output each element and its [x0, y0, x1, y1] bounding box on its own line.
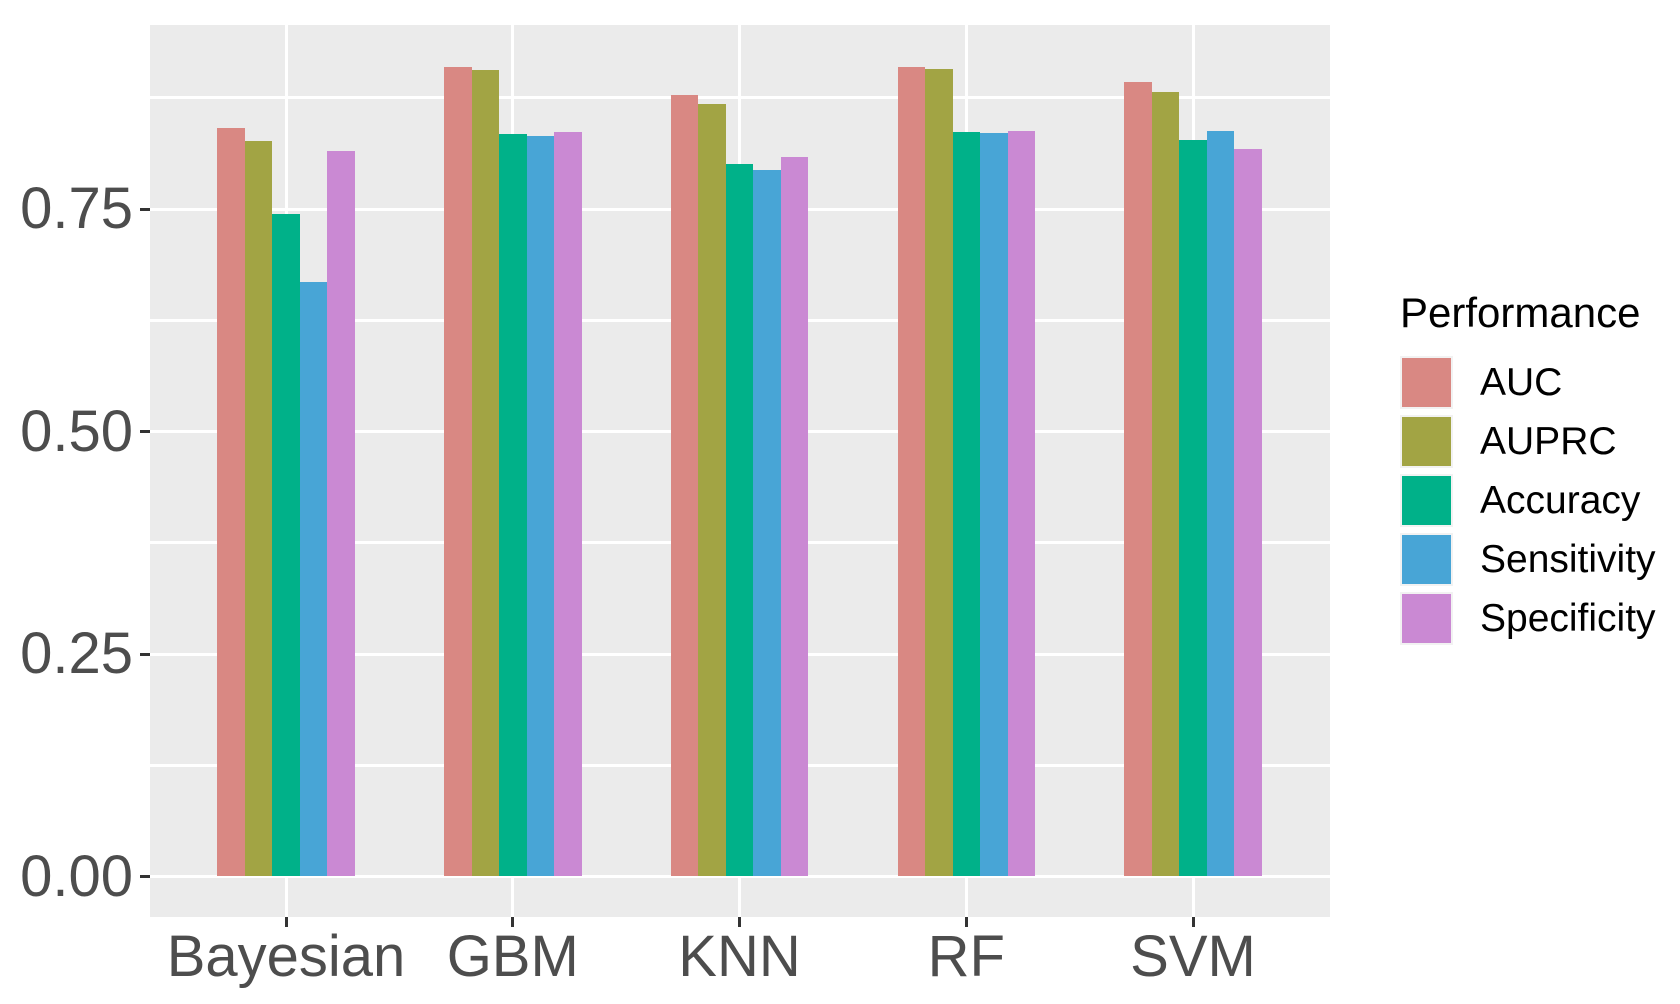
bar-knn-sensitivity	[753, 169, 781, 877]
legend-entry-auprc: AUPRC	[1400, 415, 1656, 468]
legend-entry-sensitivity: Sensitivity	[1400, 533, 1656, 586]
x-tick-mark	[964, 917, 968, 927]
y-tick-mark	[140, 207, 150, 211]
x-tick-label-knn: KNN	[678, 924, 801, 989]
bar-bayesian-auprc	[244, 141, 273, 877]
legend-key-swatch	[1400, 592, 1453, 645]
legend-entry-auc: AUC	[1400, 356, 1656, 409]
bar-svm-auc	[1124, 81, 1152, 877]
bar-svm-specificity	[1234, 149, 1262, 877]
x-tick-mark	[1191, 917, 1195, 927]
x-tick-label-svm: SVM	[1130, 924, 1256, 989]
y-tick-mark	[140, 875, 150, 878]
y-tick-mark	[140, 652, 150, 656]
bar-rf-auc	[897, 66, 925, 877]
bar-svm-sensitivity	[1206, 130, 1235, 877]
bar-knn-accuracy	[725, 163, 754, 877]
bar-gbm-auprc	[471, 70, 499, 877]
bar-bayesian-accuracy	[272, 214, 300, 877]
bar-svm-accuracy	[1179, 140, 1207, 877]
x-tick-label-rf: RF	[927, 924, 1005, 989]
legend: Performance AUC AUPRC Accuracy Sensitivity S…	[1400, 290, 1656, 651]
legend-label: AUC	[1480, 360, 1563, 404]
bar-knn-auprc	[698, 103, 726, 877]
legend-label: AUPRC	[1480, 419, 1617, 463]
bar-rf-accuracy	[952, 131, 980, 877]
legend-label: Specificity	[1480, 596, 1656, 640]
x-tick-mark	[511, 917, 515, 927]
bar-bayesian-auc	[217, 128, 245, 877]
x-tick-mark	[738, 917, 741, 927]
legend-key-swatch	[1400, 356, 1453, 409]
bar-svm-auprc	[1151, 91, 1180, 877]
bar-knn-specificity	[780, 157, 809, 877]
bar-bayesian-sensitivity	[299, 281, 328, 877]
y-tick-label: 0.00	[20, 843, 133, 909]
y-tick-label: 0.25	[20, 621, 133, 686]
bar-bayesian-specificity	[327, 151, 355, 877]
y-tick-mark	[140, 430, 150, 433]
legend-entry-specificity: Specificity	[1400, 592, 1656, 645]
legend-key-swatch	[1400, 474, 1453, 527]
bar-rf-specificity	[1007, 130, 1035, 877]
legend-entry-accuracy: Accuracy	[1400, 474, 1656, 527]
legend-entries: AUC AUPRC Accuracy Sensitivity Specificity	[1400, 356, 1656, 645]
y-tick-label: 0.75	[20, 176, 133, 241]
bar-knn-auc	[670, 95, 699, 877]
legend-label: Accuracy	[1480, 478, 1641, 522]
legend-key-swatch	[1400, 533, 1453, 586]
bar-gbm-specificity	[554, 132, 582, 877]
x-tick-label-bayesian: Bayesian	[166, 924, 406, 989]
bar-rf-auprc	[925, 69, 953, 877]
legend-key-swatch	[1400, 415, 1453, 468]
bar-gbm-auc	[444, 66, 472, 877]
legend-label: Sensitivity	[1480, 537, 1656, 581]
x-tick-mark	[284, 917, 288, 927]
bar-gbm-accuracy	[499, 134, 527, 877]
bar-rf-sensitivity	[980, 133, 1008, 877]
bar-gbm-sensitivity	[526, 136, 554, 877]
legend-title: Performance	[1400, 289, 1641, 336]
x-tick-label-gbm: GBM	[446, 924, 579, 989]
y-tick-label: 0.50	[20, 398, 133, 464]
